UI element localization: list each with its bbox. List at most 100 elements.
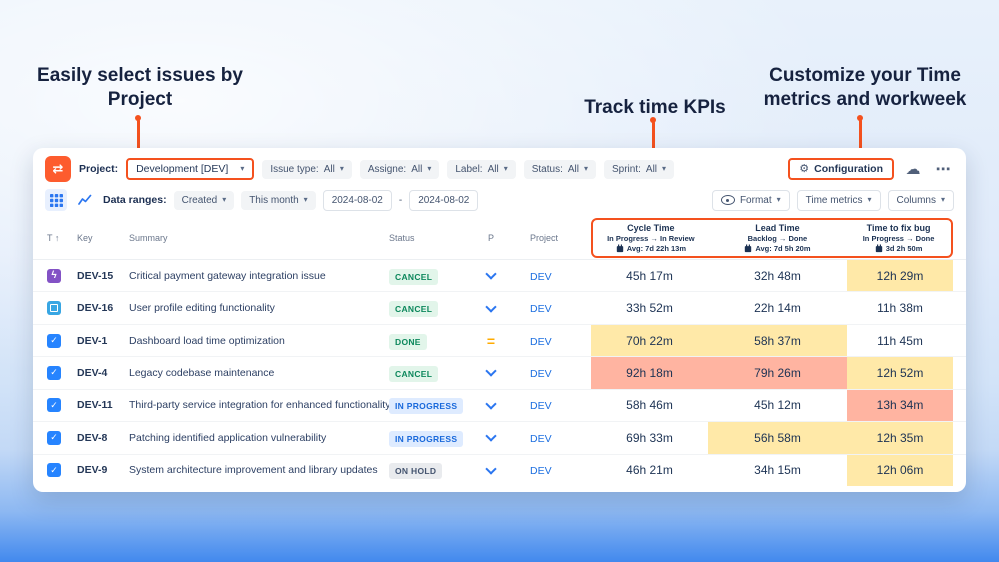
issue-key[interactable]: DEV-15 <box>77 269 114 282</box>
table-row[interactable]: DEV-4 Legacy codebase maintenance CANCEL… <box>33 356 966 389</box>
project-dropdown[interactable]: Development [DEV] ▾ <box>126 158 255 180</box>
date-to-field[interactable]: 2024-08-02 <box>409 189 479 211</box>
connector-dot <box>135 115 141 121</box>
table-row[interactable]: DEV-15 Critical payment gateway integrat… <box>33 260 966 292</box>
fix-time-value: 11h 45m <box>877 333 923 348</box>
column-header-summary[interactable]: Summary <box>129 233 168 243</box>
cloud-icon: ☁ <box>905 160 921 178</box>
table-row[interactable]: DEV-16 User profile editing functionalit… <box>33 291 966 323</box>
line-chart-icon <box>78 194 92 205</box>
project-link[interactable]: DEV <box>530 367 552 380</box>
date-from-value: 2024-08-02 <box>331 194 383 206</box>
kpi-header-time-to-fix-bug[interactable]: Time to fix bug In Progress → Done 3d 2h… <box>846 223 951 253</box>
date-from-field[interactable]: 2024-08-02 <box>322 189 392 211</box>
column-header-type[interactable]: T ↑ <box>47 233 77 243</box>
project-label: Project: <box>79 163 119 175</box>
cloud-sync-button[interactable]: ☁ <box>902 158 924 180</box>
annotation-customize-metrics: Customize your Time metrics and workweek <box>756 64 974 112</box>
issue-key[interactable]: DEV-1 <box>77 334 108 347</box>
chart-view-button[interactable] <box>74 189 96 211</box>
chevron-down-icon: ▾ <box>867 195 872 204</box>
connector-line-project <box>137 120 140 157</box>
connector-line-configuration <box>859 120 862 157</box>
calendar-icon <box>616 244 623 253</box>
column-header-status[interactable]: Status <box>389 233 415 243</box>
status-badge: DONE <box>389 333 427 350</box>
data-ranges-label: Data ranges: <box>103 194 167 206</box>
secondary-toolbar: Data ranges: Created ▾ This month ▾ 2024… <box>33 182 966 211</box>
annotation-line: Project <box>107 89 173 110</box>
date-separator: - <box>398 194 403 206</box>
filter-status[interactable]: Status: All ▾ <box>523 159 596 179</box>
project-link[interactable]: DEV <box>530 335 552 348</box>
priority-icon <box>477 463 505 477</box>
table-row[interactable]: DEV-1 Dashboard load time optimization D… <box>33 323 966 357</box>
kpi-title: Lead Time <box>755 223 800 233</box>
project-link[interactable]: DEV <box>530 465 552 478</box>
issue-type-icon <box>47 430 61 445</box>
fix-time-value: 13h 34m <box>847 389 953 422</box>
period-value: This month <box>249 194 299 206</box>
table-row[interactable]: DEV-11 Third-party service integration f… <box>33 388 966 422</box>
chevron-down-icon: ▾ <box>303 195 308 204</box>
grid-view-button[interactable] <box>45 189 67 211</box>
issue-key[interactable]: DEV-4 <box>77 366 108 379</box>
annotation-line: metrics and workweek <box>763 89 967 110</box>
filter-value: All <box>567 163 579 175</box>
filter-label: Status: <box>531 163 563 175</box>
kpi-header-cycle-time[interactable]: Cycle Time In Progress → In Review Avg: … <box>593 223 709 253</box>
table-row[interactable]: DEV-9 System architecture improvement an… <box>33 453 966 486</box>
period-dropdown[interactable]: This month ▾ <box>241 190 316 210</box>
table-body: DEV-15 Critical payment gateway integrat… <box>33 260 966 492</box>
issue-summary: Third-party service integration for enha… <box>129 399 389 412</box>
chevron-down-icon: ▾ <box>940 195 945 204</box>
cycle-time-value: 70h 22m <box>591 324 708 357</box>
filter-issue-type[interactable]: Issue type: All ▾ <box>262 159 352 179</box>
cycle-time-value: 92h 18m <box>591 357 708 389</box>
issue-key[interactable]: DEV-16 <box>77 302 114 315</box>
status-badge: CANCEL <box>389 365 439 382</box>
issue-key[interactable]: DEV-8 <box>77 431 108 444</box>
issue-summary: Critical payment gateway integration iss… <box>129 269 326 282</box>
column-header-project[interactable]: Project <box>530 233 559 243</box>
status-badge: IN PROGRESS <box>389 430 464 447</box>
kpi-average: Avg: 7d 22h 13m <box>626 244 687 253</box>
columns-dropdown[interactable]: Columns ▾ <box>887 189 954 211</box>
configuration-button[interactable]: ⚙ Configuration <box>788 158 894 180</box>
date-type-dropdown[interactable]: Created ▾ <box>173 190 235 210</box>
column-header-priority[interactable]: P <box>487 233 494 243</box>
status-badge: ON HOLD <box>389 463 443 480</box>
filter-label: Assigne: <box>367 163 407 175</box>
column-header-key[interactable]: Key <box>77 233 93 243</box>
filter-value: All <box>323 163 335 175</box>
filter-assignee[interactable]: Assigne: All ▾ <box>359 159 440 179</box>
kpi-average: 3d 2h 50m <box>885 244 923 253</box>
filter-label[interactable]: Label: All ▾ <box>447 159 516 179</box>
more-options-button[interactable]: ⋯ <box>932 158 954 180</box>
issue-key[interactable]: DEV-9 <box>77 464 108 477</box>
priority-icon <box>477 431 505 445</box>
table-row[interactable]: DEV-8 Patching identified application vu… <box>33 421 966 454</box>
issue-summary: User profile editing functionality <box>129 302 275 315</box>
format-dropdown[interactable]: Format ▾ <box>711 189 790 211</box>
status-badge: CANCEL <box>389 301 439 318</box>
lead-time-value: 32h 48m <box>754 268 801 283</box>
cycle-time-value: 58h 46m <box>626 398 673 413</box>
project-link[interactable]: DEV <box>530 432 552 445</box>
gear-icon: ⚙ <box>799 162 810 175</box>
lead-time-value: 45h 12m <box>754 398 801 413</box>
time-metrics-dropdown[interactable]: Time metrics ▾ <box>796 189 881 211</box>
project-link[interactable]: DEV <box>530 270 552 283</box>
kpi-header-group: Cycle Time In Progress → In Review Avg: … <box>591 218 953 258</box>
kpi-header-lead-time[interactable]: Lead Time Backlog → Done Avg: 7d 5h 20m <box>709 223 846 253</box>
issue-key[interactable]: DEV-11 <box>77 399 113 412</box>
project-link[interactable]: DEV <box>530 400 552 413</box>
filter-sprint[interactable]: Sprint: All ▾ <box>604 159 675 179</box>
date-type-value: Created <box>181 194 218 206</box>
project-link[interactable]: DEV <box>530 303 552 316</box>
chevron-down-icon: ▾ <box>240 164 245 173</box>
table-header: T ↑ Key Summary Status P Project Cycle T… <box>33 217 966 260</box>
fix-time-value: 12h 52m <box>847 357 953 389</box>
more-icon: ⋯ <box>935 160 951 178</box>
